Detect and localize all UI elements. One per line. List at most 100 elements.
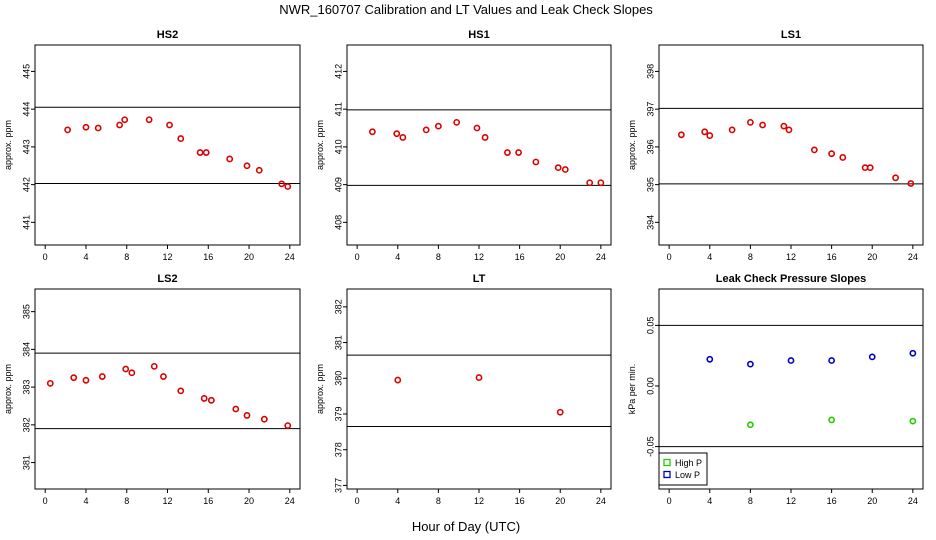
plot-frame <box>346 44 612 246</box>
data-point <box>434 122 442 130</box>
x-tick-label: 20 <box>867 496 877 506</box>
x-tick-label: 8 <box>748 252 753 262</box>
y-tick-label: 0.05 <box>645 317 655 335</box>
data-point <box>828 416 836 424</box>
x-tick-label: 16 <box>515 496 525 506</box>
data-point <box>556 408 564 416</box>
y-tick-label: 382 <box>21 417 31 432</box>
panel-6: Leak Check Pressure Slopes kPa per min. 0 4… <box>627 273 924 506</box>
plot-frame <box>34 288 301 490</box>
y-tick-label: 385 <box>21 304 31 319</box>
y-tick-label: 377 <box>333 478 343 493</box>
panel-1: HS2 approx. ppm 0 4 8 12 16 20 24 441 442 443 444 445 <box>3 29 301 262</box>
data-point <box>481 134 489 141</box>
x-tick-label: 12 <box>786 252 796 262</box>
x-tick-label: 16 <box>515 252 525 262</box>
panel-3: LS1 approx. ppm 0 4 8 12 16 20 24 394 395 396 397 398 <box>627 29 924 262</box>
y-tick-label: -0.05 <box>645 436 655 457</box>
legend-label: High P <box>675 458 702 468</box>
panel-title: LS1 <box>781 29 801 41</box>
data-point <box>393 130 401 138</box>
panel-title: Leak Check Pressure Slopes <box>716 273 866 285</box>
x-tick-label: 0 <box>355 496 360 506</box>
y-tick-label: 0.00 <box>645 377 655 395</box>
x-tick-label: 16 <box>827 252 837 262</box>
data-point <box>64 126 72 134</box>
x-tick-label: 20 <box>555 252 565 262</box>
data-point <box>243 412 251 419</box>
y-tick-label: 380 <box>333 371 343 386</box>
data-point <box>82 123 90 131</box>
data-point <box>746 118 754 126</box>
x-tick-label: 20 <box>867 252 877 262</box>
y-tick-label: 412 <box>333 64 343 79</box>
legend-marker <box>663 458 671 467</box>
data-point <box>475 374 483 381</box>
data-point <box>160 373 167 380</box>
y-tick-label: 409 <box>333 177 343 192</box>
y-tick-label: 443 <box>21 139 31 154</box>
data-point <box>284 183 292 190</box>
data-point <box>260 415 268 423</box>
x-tick-label: 16 <box>827 496 837 506</box>
x-tick-label: 16 <box>203 252 213 262</box>
x-tick-label: 24 <box>908 496 918 506</box>
y-tick-label: 382 <box>333 299 343 314</box>
x-tick-label: 0 <box>667 252 672 262</box>
data-point <box>597 179 605 187</box>
data-point <box>532 158 540 166</box>
x-tick-label: 8 <box>436 252 441 262</box>
y-tick-label: 395 <box>645 177 655 192</box>
panel-title: HS1 <box>468 29 489 41</box>
y-tick-label: 445 <box>21 64 31 79</box>
x-tick-label: 4 <box>83 252 88 262</box>
y-tick-label: 379 <box>333 406 343 421</box>
x-tick-label: 16 <box>203 496 213 506</box>
x-tick-label: 0 <box>43 496 48 506</box>
data-point <box>453 118 461 126</box>
data-point <box>422 126 430 134</box>
data-point <box>232 405 240 413</box>
y-tick-label: 384 <box>21 342 31 357</box>
x-tick-label: 20 <box>555 496 565 506</box>
y-tick-label: 381 <box>21 455 31 470</box>
data-point <box>94 124 102 132</box>
data-point <box>394 376 402 384</box>
plot-frame <box>34 44 301 246</box>
x-tick-label: 0 <box>43 252 48 262</box>
x-tick-label: 8 <box>124 496 129 506</box>
legend-label: Low P <box>675 470 700 480</box>
data-point <box>785 126 793 134</box>
data-point <box>728 126 736 134</box>
data-point <box>177 387 185 395</box>
data-point <box>866 164 874 172</box>
x-tick-label: 4 <box>395 496 400 506</box>
data-point <box>868 353 876 361</box>
data-point <box>70 374 78 382</box>
panel-title: LS2 <box>157 273 177 285</box>
panel-title: LT <box>473 273 486 285</box>
plot-frame <box>658 44 924 246</box>
legend-marker <box>663 470 671 479</box>
data-point <box>145 116 153 124</box>
x-tick-label: 24 <box>285 252 295 262</box>
data-point <box>746 421 754 429</box>
data-point <box>554 164 562 172</box>
data-point <box>255 166 263 174</box>
y-tick-label: 394 <box>645 215 655 230</box>
data-point <box>284 422 292 430</box>
x-tick-label: 8 <box>748 496 753 506</box>
plot-frame <box>346 288 612 490</box>
x-tick-label: 12 <box>162 252 172 262</box>
y-axis-label: kPa per min. <box>627 364 637 415</box>
x-tick-label: 12 <box>786 496 796 506</box>
x-axis-title: Hour of Day (UTC) <box>412 519 520 534</box>
x-tick-label: 0 <box>355 252 360 262</box>
data-point <box>399 134 407 141</box>
data-point <box>586 179 594 187</box>
data-point <box>515 149 522 156</box>
y-axis-label: approx. ppm <box>315 364 325 414</box>
data-point <box>121 116 129 124</box>
y-tick-label: 378 <box>333 442 343 457</box>
